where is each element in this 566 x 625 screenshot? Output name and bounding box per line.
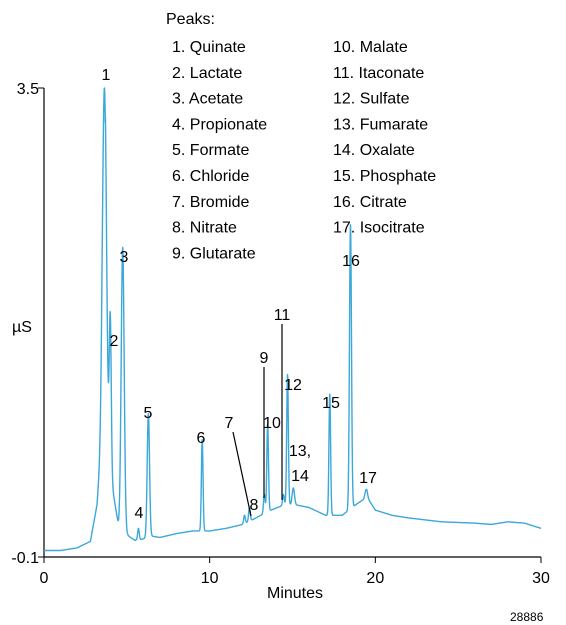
legend-item: 10. Malate [333,39,408,56]
x-tick-label: 20 [366,570,384,587]
legend-title: Peaks: [166,11,215,28]
peak-label: 15 [322,395,340,412]
peak-leader-line [232,431,252,517]
y-axis-label: µS [12,319,32,336]
peak-label: 6 [197,430,206,447]
peak-label: 1 [102,67,111,84]
legend-item: 14. Oxalate [333,142,415,159]
legend-column-2: 10. Malate 11. Itaconate 12. Sulfate 13. Fu… [333,39,436,237]
legend-item: 6. Chloride [172,168,249,185]
legend-item: 2. Lactate [172,65,242,82]
peak-label: 7 [225,415,234,432]
peak-label: 16 [342,253,360,270]
peak-label: 4 [135,505,144,522]
legend-item: 16. Citrate [333,194,407,211]
legend-column-1: 1. Quinate 2. Lactate 3. Acetate 4. Propion… [172,39,267,262]
legend-item: 8. Nitrate [172,220,237,237]
y-tick-label: 3.5 [17,81,39,98]
peak-label: 8 [250,497,259,514]
peak-label-line: 13, [289,443,311,460]
legend-item: 3. Acetate [172,91,243,108]
legend-item: 5. Formate [172,142,249,159]
axis-ticks: 0 10 20 30 3.5 -0.1 [11,81,550,587]
legend-item: 9. Glutarate [172,245,256,262]
x-axis-label: Minutes [267,585,323,602]
peak-label: 10 [263,415,281,432]
x-tick-label: 0 [40,570,49,587]
peak-label: 17 [359,470,377,487]
legend-item: 17. Isocitrate [333,220,425,237]
peak-label: 13, 14 [289,443,311,485]
peak-label: 5 [144,405,153,422]
peak-label: 3 [120,249,129,266]
legend-item: 12. Sulfate [333,91,410,108]
peak-label: 2 [110,333,119,350]
peak-label-line: 14 [291,468,309,485]
y-tick-label: -0.1 [11,550,39,567]
chromatogram-trace [43,87,542,552]
legend-item: 15. Phosphate [333,168,436,185]
legend-item: 1. Quinate [172,39,246,56]
legend-item: 7. Bromide [172,194,249,211]
peak-label: 9 [260,350,269,367]
legend-item: 11. Itaconate [333,65,424,82]
x-tick-label: 30 [532,570,550,587]
x-tick-label: 10 [201,570,219,587]
legend-item: 4. Propionate [172,116,267,133]
peak-label: 12 [284,377,302,394]
figure-number: 28886 [510,610,544,624]
legend-item: 13. Fumarate [333,116,428,133]
peak-label: 11 [274,307,291,324]
